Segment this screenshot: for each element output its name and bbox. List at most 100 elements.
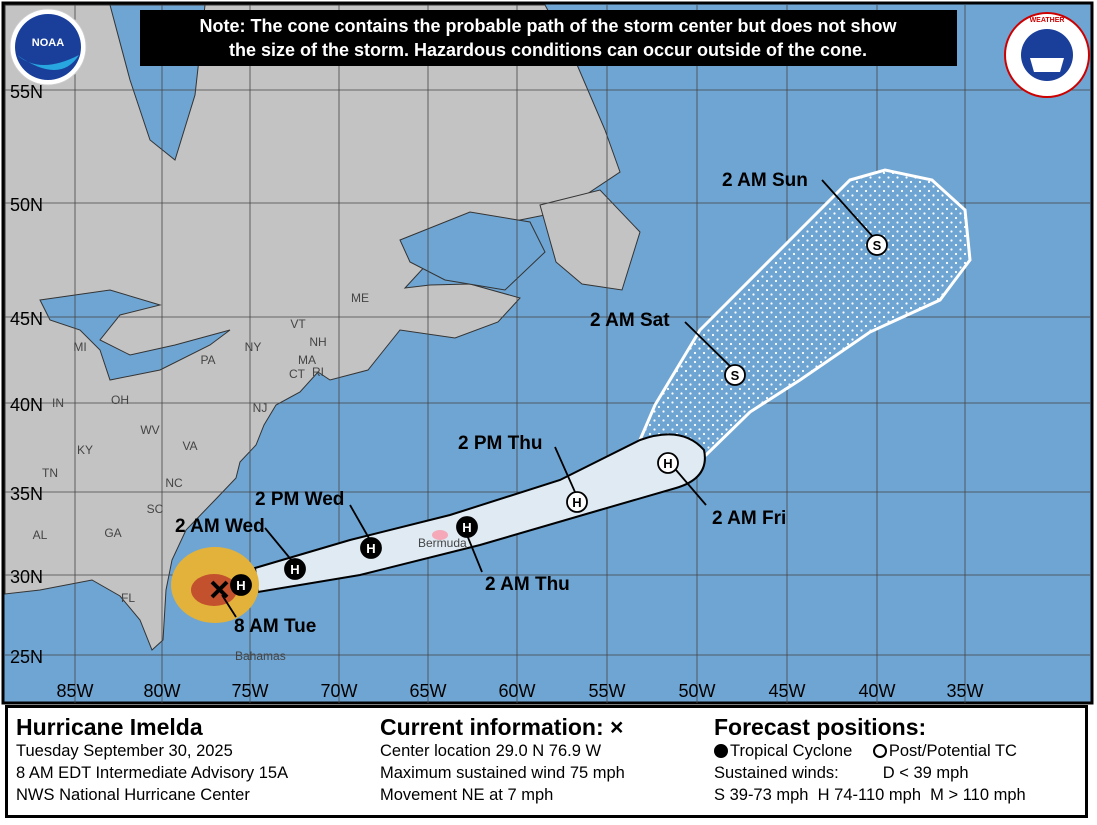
lat-lon-grid: 55N 50N 45N 40N 35N 30N 25N 85W 80W 75W 70W 65W 60W 5… bbox=[5, 5, 1090, 703]
lon-label: 65W bbox=[409, 681, 446, 701]
state-label: MI bbox=[73, 340, 86, 354]
bermuda-island bbox=[432, 530, 448, 540]
open-circle-icon bbox=[872, 744, 887, 758]
state-label: FL bbox=[121, 591, 135, 605]
lon-label: 80W bbox=[143, 681, 180, 701]
lon-label: 45W bbox=[768, 681, 805, 701]
sustained-label: Sustained winds: bbox=[714, 764, 839, 782]
x-icon: × bbox=[610, 714, 624, 740]
state-label: AL bbox=[33, 528, 48, 542]
time-label: 8 AM Tue bbox=[234, 616, 316, 637]
lat-label: 45N bbox=[10, 309, 43, 329]
d-key: D < 39 mph bbox=[882, 764, 969, 782]
nws-logo: WEATHER bbox=[1004, 12, 1090, 98]
lat-label: 40N bbox=[10, 395, 43, 415]
max-wind: Maximum sustained wind 75 mph bbox=[380, 764, 625, 782]
lon-label: 50W bbox=[678, 681, 715, 701]
bahamas-label: Bahamas bbox=[235, 649, 286, 663]
time-labels: 8 AM Tue 2 AM Wed 2 PM Wed 2 AM Thu 2 PM Thu… bbox=[175, 170, 808, 637]
lon-label: 75W bbox=[231, 681, 268, 701]
hurricane-wind-field bbox=[191, 574, 237, 606]
svg-text:H: H bbox=[663, 456, 672, 471]
movement: Movement NE at 7 mph bbox=[380, 786, 554, 804]
svg-text:H: H bbox=[572, 495, 581, 510]
state-label: OH bbox=[111, 393, 129, 407]
post-potential-point-icon: H bbox=[657, 452, 679, 474]
svg-text:H: H bbox=[236, 578, 245, 593]
state-label: RI bbox=[312, 365, 324, 379]
lon-label: 85W bbox=[56, 681, 93, 701]
state-label: NC bbox=[165, 476, 183, 490]
label-leaders bbox=[221, 179, 875, 618]
forecast-key: Forecast positions: Tropical Cyclone Pos… bbox=[714, 714, 1089, 806]
note-line-1: Note: The cone contains the probable pat… bbox=[199, 16, 897, 36]
state-label: WV bbox=[140, 423, 159, 437]
state-label: VT bbox=[290, 317, 306, 331]
state-label: VA bbox=[182, 439, 197, 453]
issuing-center: NWS National Hurricane Center bbox=[16, 786, 250, 804]
state-label: KY bbox=[77, 443, 93, 457]
time-label: 2 AM Thu bbox=[485, 574, 570, 595]
legend-panel: Hurricane Imelda Tuesday September 30, 2… bbox=[5, 705, 1088, 818]
noaa-logo: NOAA bbox=[9, 8, 87, 86]
state-label: NJ bbox=[253, 401, 268, 415]
lat-label: 50N bbox=[10, 195, 43, 215]
bermuda-label: Bermuda bbox=[418, 536, 467, 550]
lon-label: 35W bbox=[946, 681, 983, 701]
state-label: CT bbox=[289, 367, 306, 381]
tropical-cyclone-point-icon: H bbox=[230, 574, 252, 596]
advisory-number: 8 AM EDT Intermediate Advisory 15A bbox=[16, 764, 289, 782]
s-key: S 39-73 mph bbox=[714, 786, 809, 804]
center-location: Center location 29.0 N 76.9 W bbox=[380, 742, 602, 760]
time-label: 2 PM Wed bbox=[255, 489, 344, 510]
track-points: H H H H H H S S bbox=[230, 234, 888, 596]
svg-text:NOAA: NOAA bbox=[32, 37, 64, 49]
svg-text:H: H bbox=[462, 520, 471, 535]
time-label: 2 PM Thu bbox=[458, 433, 542, 454]
state-label: NH bbox=[309, 335, 326, 349]
h-key: H 74-110 mph bbox=[817, 786, 921, 804]
cone-outer-days-4-5 bbox=[637, 168, 972, 457]
great-lakes bbox=[39, 289, 231, 381]
svg-text:WEATHER: WEATHER bbox=[1030, 17, 1065, 24]
state-label: MA bbox=[298, 353, 316, 367]
lat-label: 55N bbox=[10, 82, 43, 102]
state-label: SC bbox=[147, 502, 164, 516]
post-potential-point-icon: S bbox=[866, 234, 888, 256]
lon-label: 55W bbox=[588, 681, 625, 701]
time-label: 2 AM Sat bbox=[590, 310, 670, 331]
svg-text:S: S bbox=[731, 368, 740, 383]
state-label: GA bbox=[104, 526, 121, 540]
state-label: TN bbox=[42, 466, 58, 480]
forecast-title: Forecast positions: bbox=[714, 714, 927, 740]
advisory-date: Tuesday September 30, 2025 bbox=[16, 742, 233, 760]
lon-label: 40W bbox=[858, 681, 895, 701]
state-label: ME bbox=[351, 291, 369, 305]
state-label: IN bbox=[52, 396, 64, 410]
time-label: 2 AM Sun bbox=[722, 170, 808, 191]
post-potential-point-icon: H bbox=[566, 491, 588, 513]
gulf-of-st-lawrence bbox=[399, 211, 546, 291]
state-label: NY bbox=[245, 340, 262, 354]
storm-info: Hurricane Imelda Tuesday September 30, 2… bbox=[16, 714, 288, 806]
lon-label: 70W bbox=[320, 681, 357, 701]
note-line-2: the size of the storm. Hazardous conditi… bbox=[229, 40, 867, 60]
newfoundland bbox=[539, 189, 641, 291]
map: 55N 50N 45N 40N 35N 30N 25N 85W 80W 75W 70W 65W 60W 5… bbox=[1, 1, 1094, 705]
note-box bbox=[140, 10, 957, 66]
tropical-cyclone-point-icon: H bbox=[456, 516, 478, 538]
current-info-title: Current information: bbox=[380, 714, 610, 740]
svg-text:S: S bbox=[873, 238, 882, 253]
lat-label: 25N bbox=[10, 647, 43, 667]
ptc-key: Post/Potential TC bbox=[888, 742, 1017, 760]
lat-label: 30N bbox=[10, 567, 43, 587]
current-position-x-icon bbox=[210, 580, 229, 599]
tropical-cyclone-point-icon: H bbox=[284, 558, 306, 580]
svg-text:H: H bbox=[290, 562, 299, 577]
current-info: Current information: × Center location 2… bbox=[380, 714, 625, 806]
tc-key: Tropical Cyclone bbox=[730, 742, 853, 760]
post-potential-point-icon: S bbox=[724, 364, 746, 386]
time-label: 2 AM Fri bbox=[712, 508, 786, 529]
